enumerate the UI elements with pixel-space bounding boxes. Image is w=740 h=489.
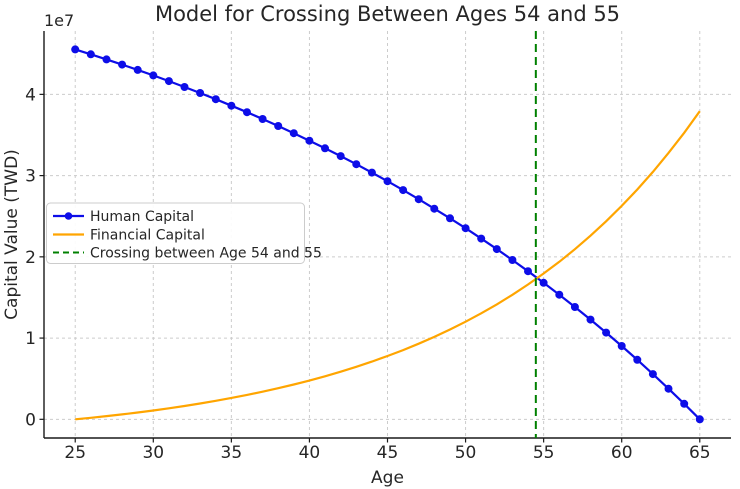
human-capital-series (71, 45, 704, 424)
human-capital-data-point (274, 122, 283, 130)
human-capital-data-point (461, 224, 470, 233)
human-capital-data-point (633, 355, 642, 364)
legend-human-capital-marker-sample (64, 212, 73, 220)
human-capital-data-point (305, 136, 314, 145)
axis-ticks (39, 93, 701, 443)
human-capital-data-point (446, 214, 454, 223)
x-tick-label: 40 (299, 443, 321, 463)
human-capital-data-point (243, 108, 251, 117)
human-capital-data-point (648, 370, 657, 379)
x-tick-label: 60 (611, 443, 633, 463)
y-axis-offset-label: 1e7 (44, 11, 74, 30)
human-capital-data-point (539, 278, 548, 287)
human-capital-data-point (617, 342, 626, 350)
y-tick-label: 3 (25, 167, 36, 187)
legend-label-crossing: Crossing between Age 54 and 55 (90, 246, 322, 262)
x-tick-label: 65 (689, 443, 711, 463)
human-capital-data-point (508, 256, 517, 264)
human-capital-data-point (86, 50, 95, 59)
human-capital-data-point (102, 55, 111, 64)
legend-label-financial-capital: Financial Capital (90, 228, 205, 244)
human-capital-data-point (524, 267, 532, 276)
x-tick-label: 30 (142, 443, 164, 463)
human-capital-data-point (336, 152, 345, 161)
x-tick-label: 35 (221, 443, 243, 463)
human-capital-data-point (586, 315, 595, 324)
human-capital-data-point (664, 384, 673, 393)
legend-box (46, 202, 305, 264)
human-capital-data-point (492, 245, 501, 254)
financial-capital-line (75, 110, 701, 421)
x-tick-label: 50 (455, 443, 477, 463)
y-tick-label: 2 (25, 248, 36, 268)
human-capital-data-point (196, 89, 205, 97)
chart-title: Model for Crossing Between Ages 54 and 5… (155, 2, 620, 26)
x-tick-label: 25 (64, 443, 86, 463)
human-capital-data-point (258, 115, 267, 123)
x-tick-labels: 25 30 35 40 45 50 55 60 65 (64, 443, 710, 463)
human-capital-data-point (227, 101, 236, 110)
human-capital-data-point (367, 168, 376, 177)
human-capital-data-point (180, 83, 189, 91)
human-capital-data-point (383, 177, 392, 186)
human-capital-data-point (602, 328, 611, 337)
y-axis-label: Capital Value (TWD) (2, 149, 22, 320)
human-capital-data-point (570, 303, 579, 311)
human-capital-data-point (149, 71, 158, 80)
human-capital-data-point (477, 234, 486, 243)
y-tick-label: 1 (25, 329, 36, 349)
human-capital-data-point (680, 399, 689, 408)
y-tick-label: 4 (25, 85, 36, 105)
human-capital-data-point (71, 45, 80, 54)
human-capital-data-point (695, 415, 704, 424)
legend: Human Capital Financial Capital Crossing… (46, 202, 322, 264)
x-tick-label: 45 (377, 443, 399, 463)
x-tick-label: 55 (533, 443, 555, 463)
human-capital-data-point (352, 160, 361, 169)
human-capital-data-point (555, 290, 564, 299)
y-tick-label: 0 (25, 410, 36, 430)
human-capital-data-point (289, 129, 298, 138)
human-capital-data-point (414, 195, 423, 204)
human-capital-data-point (118, 60, 127, 69)
human-capital-data-point (399, 186, 408, 195)
legend-label-human-capital: Human Capital (90, 209, 194, 225)
y-tick-labels: 0 1 2 3 4 (25, 85, 36, 430)
human-capital-data-point (164, 77, 173, 86)
x-axis-label: Age (371, 468, 404, 488)
human-capital-data-point (211, 95, 220, 104)
human-capital-data-point (133, 65, 142, 74)
human-capital-data-point (321, 144, 329, 153)
human-capital-data-point (430, 204, 439, 213)
